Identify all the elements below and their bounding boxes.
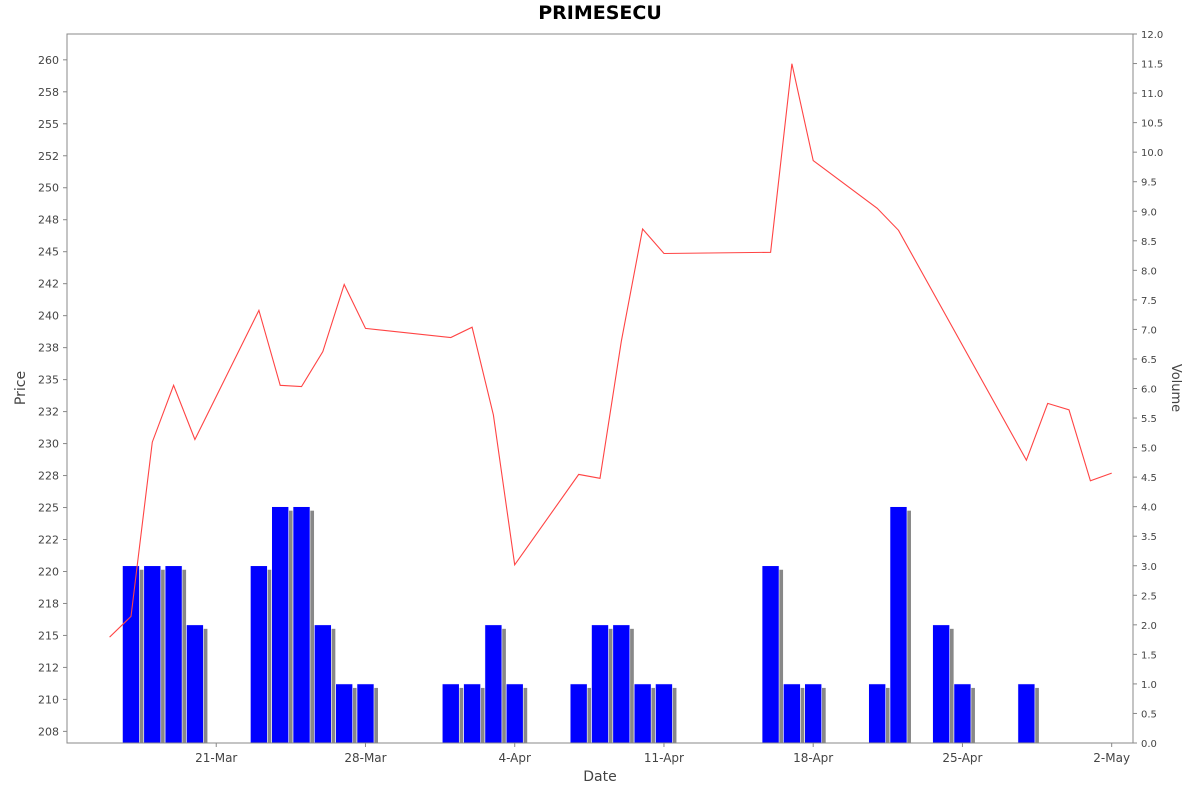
volume-ticks: 0.0 0.5 1.0 1.5 2.0 2.5 3.0 3.5 4.0 4.5 5.0 5.5 6.0 6… xyxy=(1133,30,1163,750)
price-tick-label: 230 xyxy=(38,438,59,451)
y2-axis-title: Volume xyxy=(1168,364,1183,412)
price-tick-label: 218 xyxy=(38,597,59,610)
date-tick-label: 4-Apr xyxy=(498,751,531,765)
volume-bar xyxy=(335,683,353,744)
volume-bar xyxy=(612,624,631,744)
volume-bar xyxy=(143,565,162,744)
price-tick-label: 222 xyxy=(38,534,59,547)
volume-bar xyxy=(250,565,268,744)
price-tick-label: 255 xyxy=(38,118,59,131)
volume-tick-label: 3.5 xyxy=(1141,532,1157,543)
price-tick-label: 228 xyxy=(38,470,59,483)
price-tick-label: 232 xyxy=(38,406,59,419)
volume-tick-label: 3.0 xyxy=(1141,562,1157,573)
price-tick-label: 220 xyxy=(38,565,59,578)
price-line xyxy=(109,63,1112,638)
volume-bar xyxy=(591,624,609,744)
volume-bar xyxy=(889,506,908,744)
volume-tick-label: 2.0 xyxy=(1141,621,1157,632)
price-ticks: 208 210 212 215 218 220 222 225 228 230 232 235 238 2… xyxy=(38,54,67,738)
volume-tick-label: 0.0 xyxy=(1141,739,1157,750)
price-tick-label: 248 xyxy=(38,214,59,227)
volume-tick-label: 8.5 xyxy=(1141,237,1157,248)
volume-bar xyxy=(569,683,588,744)
date-tick-label: 21-Mar xyxy=(195,751,237,765)
price-tick-label: 252 xyxy=(38,150,59,163)
price-tick-label: 225 xyxy=(38,502,59,515)
date-tick-label: 18-Apr xyxy=(793,751,833,765)
volume-tick-label: 4.0 xyxy=(1141,503,1157,514)
volume-bar xyxy=(484,624,503,744)
volume-bar xyxy=(761,565,780,744)
chart-title: PRIMESECU xyxy=(538,2,662,24)
volume-bar xyxy=(356,683,375,744)
volume-bar xyxy=(804,683,823,744)
volume-bar xyxy=(953,683,972,744)
date-tick-label: 2-May xyxy=(1093,751,1130,765)
volume-bars xyxy=(122,506,1039,744)
price-tick-label: 212 xyxy=(38,661,59,674)
volume-bar xyxy=(463,683,481,744)
volume-tick-label: 4.5 xyxy=(1141,473,1157,484)
volume-bar xyxy=(441,683,460,744)
volume-bar xyxy=(505,683,524,744)
volume-bar xyxy=(314,624,332,744)
volume-bar xyxy=(1017,683,1036,744)
volume-tick-label: 2.5 xyxy=(1141,591,1157,602)
price-tick-label: 240 xyxy=(38,310,59,323)
volume-tick-label: 7.5 xyxy=(1141,296,1157,307)
volume-bar xyxy=(292,506,311,744)
price-tick-label: 235 xyxy=(38,374,59,387)
volume-bar xyxy=(932,624,950,744)
volume-tick-label: 6.0 xyxy=(1141,385,1157,396)
volume-bar xyxy=(633,683,652,744)
volume-tick-label: 11.5 xyxy=(1141,60,1163,71)
price-tick-label: 215 xyxy=(38,629,59,642)
volume-bar xyxy=(783,683,801,744)
volume-bar xyxy=(271,506,290,744)
volume-tick-label: 7.0 xyxy=(1141,325,1157,336)
volume-tick-label: 12.0 xyxy=(1141,30,1163,41)
volume-tick-label: 8.0 xyxy=(1141,266,1157,277)
volume-bar xyxy=(122,565,140,744)
price-tick-label: 242 xyxy=(38,278,59,291)
date-ticks: 21-Mar 28-Mar 4-Apr 11-Apr 18-Apr 25-Apr 2-May xyxy=(195,743,1130,765)
date-tick-label: 11-Apr xyxy=(644,751,684,765)
price-tick-label: 210 xyxy=(38,693,59,706)
price-series xyxy=(109,63,1112,638)
price-tick-label: 260 xyxy=(38,54,59,67)
date-tick-label: 25-Apr xyxy=(942,751,982,765)
volume-tick-label: 1.0 xyxy=(1141,680,1157,691)
price-tick-label: 238 xyxy=(38,342,59,355)
x-axis-title: Date xyxy=(583,769,616,785)
volume-bar xyxy=(164,565,183,744)
volume-bar xyxy=(868,683,886,744)
y-axis-title: Price xyxy=(13,371,29,405)
volume-tick-label: 10.0 xyxy=(1141,148,1163,159)
volume-tick-label: 0.5 xyxy=(1141,709,1157,720)
volume-bar xyxy=(655,683,673,744)
price-tick-label: 258 xyxy=(38,86,59,99)
volume-tick-label: 9.0 xyxy=(1141,207,1157,218)
price-tick-label: 208 xyxy=(38,725,59,738)
volume-tick-label: 10.5 xyxy=(1141,119,1163,130)
price-tick-label: 250 xyxy=(38,182,59,195)
volume-tick-label: 9.5 xyxy=(1141,178,1157,189)
volume-bar xyxy=(186,624,204,744)
date-tick-label: 28-Mar xyxy=(344,751,386,765)
volume-tick-label: 1.5 xyxy=(1141,650,1157,661)
volume-tick-label: 5.5 xyxy=(1141,414,1157,425)
price-tick-label: 245 xyxy=(38,246,59,259)
volume-tick-label: 5.0 xyxy=(1141,444,1157,455)
volume-tick-label: 6.5 xyxy=(1141,355,1157,366)
volume-tick-label: 11.0 xyxy=(1141,89,1163,100)
